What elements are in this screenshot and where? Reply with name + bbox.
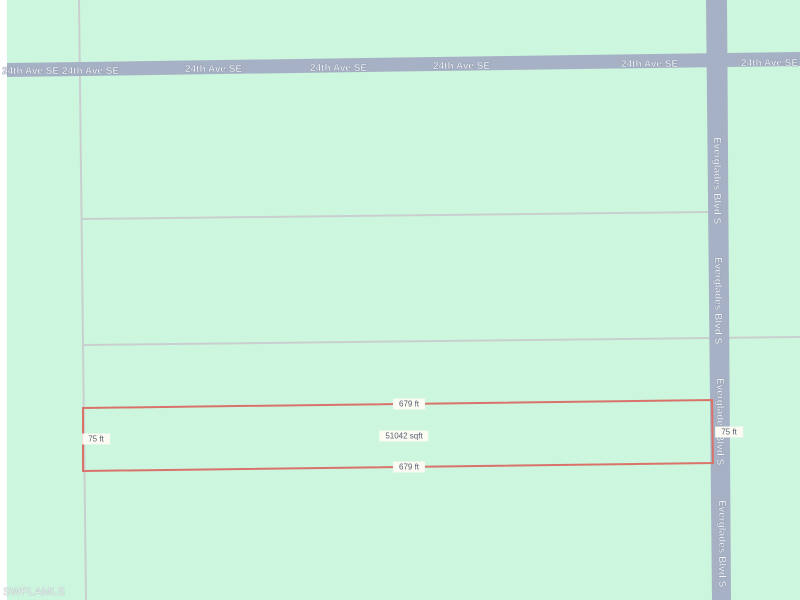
road-label: 24th Ave SE xyxy=(2,66,59,77)
road-label: 24th Ave SE xyxy=(741,58,798,69)
lot-line xyxy=(82,336,800,346)
road-label: 24th Ave SE xyxy=(621,59,678,70)
road-label: Everglades Blvd S xyxy=(711,137,722,225)
land-area xyxy=(7,0,800,600)
road-24th-ave-se[interactable] xyxy=(7,52,800,77)
road-label: 24th Ave SE xyxy=(310,63,367,74)
parcel-top-length: 679 ft xyxy=(392,398,426,410)
road-label: Everglades Blvd S xyxy=(716,500,727,588)
road-label: 24th Ave SE xyxy=(433,61,490,72)
parcel-area: 51042 sqft xyxy=(379,430,429,442)
lot-line-vertical xyxy=(78,0,87,600)
road-label: 24th Ave SE xyxy=(185,64,242,75)
road-labels-vertical: Everglades Blvd S Everglades Blvd S Ever… xyxy=(711,137,727,588)
parcel-right-width: 75 ft xyxy=(715,426,743,438)
road-label: Everglades Blvd S xyxy=(714,378,725,466)
watermark: SWFLAMLS xyxy=(3,586,66,598)
road-labels-horizontal: 24th Ave SE 24th Ave SE 24th Ave SE 24th… xyxy=(2,59,679,77)
parcel-bottom-length: 679 ft xyxy=(392,461,426,473)
road-label: Everglades Blvd S xyxy=(712,257,723,345)
parcel-left-width: 75 ft xyxy=(82,433,110,445)
road-label: 24th Ave SE xyxy=(62,66,119,77)
parcel-boundary[interactable] xyxy=(82,398,715,473)
lot-line xyxy=(80,211,709,220)
